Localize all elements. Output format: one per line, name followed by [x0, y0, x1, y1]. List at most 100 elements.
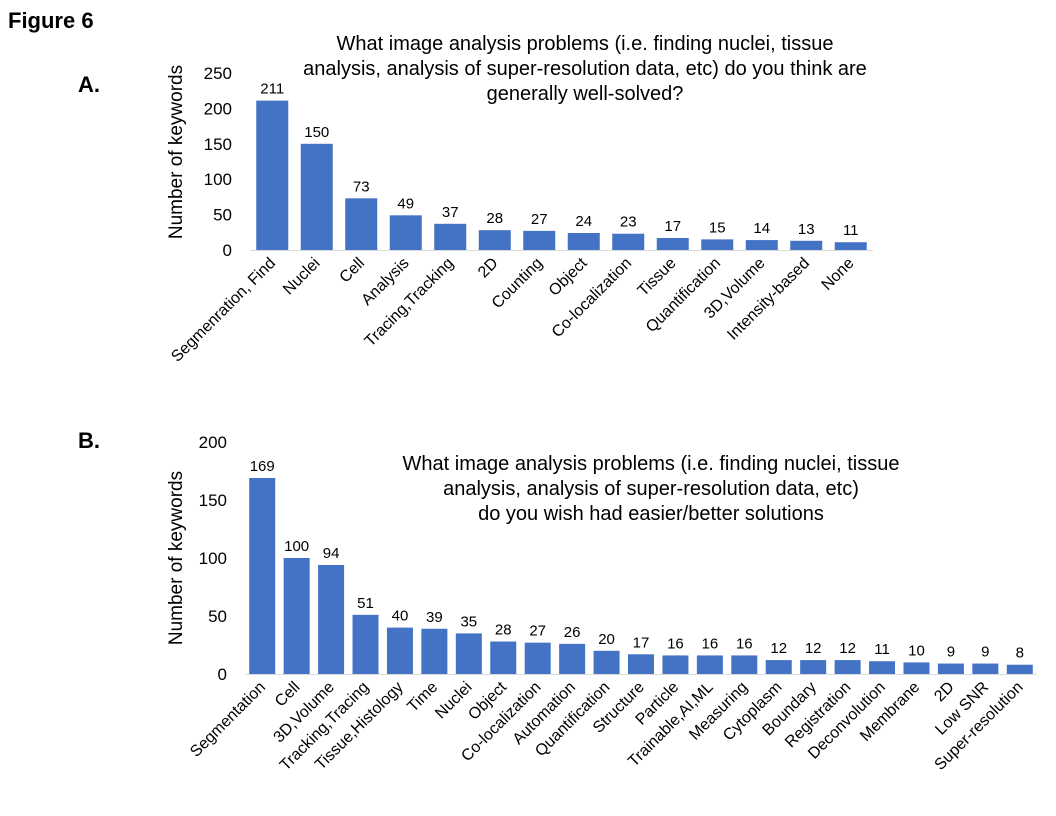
bar-b-11 [628, 654, 654, 674]
bar-b-7 [490, 641, 517, 674]
data-label: 15 [709, 219, 726, 236]
data-label: 23 [620, 214, 637, 231]
bar-a-0 [256, 100, 289, 250]
data-label: 20 [598, 631, 615, 648]
bar-a-8 [612, 233, 645, 250]
chart-title-line: analysis, analysis of super-resolution d… [443, 478, 859, 500]
bar-b-14 [731, 655, 758, 674]
figure-title: Figure 6 [8, 8, 94, 33]
data-label: 11 [843, 222, 859, 239]
data-label: 26 [564, 624, 581, 641]
bar-a-10 [701, 239, 734, 250]
data-label: 12 [805, 640, 822, 657]
bar-b-16 [800, 660, 827, 674]
bar-b-12 [662, 655, 689, 674]
bar-b-3 [352, 614, 379, 674]
bar-b-18 [869, 661, 896, 674]
chart-title-line: What image analysis problems (i.e. findi… [403, 453, 900, 475]
data-label: 51 [357, 595, 374, 612]
data-label: 27 [531, 211, 548, 228]
bar-b-10 [593, 650, 620, 674]
data-label: 11 [874, 641, 890, 658]
data-label: 27 [529, 623, 546, 640]
data-label: 12 [839, 640, 856, 657]
bar-b-15 [765, 660, 792, 674]
panel-label: B. [78, 428, 100, 453]
bar-b-5 [421, 628, 448, 674]
data-label: 28 [486, 210, 503, 227]
chart-title: What image analysis problems (i.e. findi… [303, 33, 867, 105]
bar-a-13 [834, 242, 867, 250]
panel-label: A. [78, 72, 100, 97]
bar-a-6 [523, 230, 556, 250]
bar-b-21 [972, 663, 999, 674]
bar-b-22 [1006, 664, 1033, 674]
data-label: 17 [633, 634, 650, 651]
data-label: 73 [353, 178, 370, 195]
data-label: 39 [426, 609, 443, 626]
y-tick-label: 0 [218, 665, 227, 684]
chart-title-line: do you wish had easier/better solutions [478, 503, 824, 525]
y-tick-label: 100 [199, 549, 227, 568]
y-tick-label: 100 [204, 170, 232, 189]
chart-title: What image analysis problems (i.e. findi… [403, 453, 900, 525]
category-label: None [819, 255, 858, 294]
data-label: 169 [250, 458, 275, 475]
y-tick-label: 150 [204, 135, 232, 154]
data-label: 40 [392, 608, 409, 625]
category-label: Intensity-based [724, 255, 813, 344]
category-label: 2D [931, 679, 957, 705]
category-label: Cell [337, 255, 369, 287]
bar-a-1 [300, 143, 333, 250]
data-label: 13 [798, 221, 815, 238]
y-tick-label: 200 [204, 99, 232, 118]
category-label: Segmentation [187, 679, 269, 761]
y-tick-label: 250 [204, 64, 232, 83]
bar-a-7 [567, 233, 600, 250]
chart-title-line: analysis, analysis of super-resolution d… [303, 58, 867, 80]
data-label: 100 [284, 538, 309, 555]
y-tick-label: 50 [208, 607, 227, 626]
y-axis-label: Number of keywords [166, 65, 187, 239]
data-label: 49 [397, 195, 414, 212]
bar-b-17 [834, 660, 861, 674]
category-label: 2D [475, 255, 501, 281]
chart-panel-b: B. What image analysis problems (i.e. fin… [78, 428, 1037, 774]
bar-a-11 [745, 240, 778, 250]
bar-a-4 [434, 223, 467, 250]
data-label: 16 [667, 635, 684, 652]
bar-b-13 [696, 655, 723, 674]
data-label: 10 [908, 642, 925, 659]
y-tick-label: 0 [223, 241, 232, 260]
bar-a-3 [389, 215, 422, 250]
y-tick-label: 150 [199, 491, 227, 510]
chart-panel-a: A. What image analysis problems (i.e. fin… [78, 33, 873, 366]
data-label: 14 [753, 220, 770, 237]
category-label: Nuclei [280, 255, 323, 298]
bar-b-2 [318, 564, 345, 674]
bar-b-4 [386, 627, 413, 674]
data-label: 16 [702, 635, 719, 652]
bar-b-8 [524, 642, 551, 674]
data-label: 211 [260, 81, 284, 98]
bar-b-9 [559, 643, 586, 674]
data-label: 17 [664, 218, 681, 235]
bar-a-5 [478, 230, 511, 250]
data-label: 9 [981, 644, 989, 661]
chart-title-line: What image analysis problems (i.e. findi… [337, 33, 834, 55]
y-tick-label: 50 [213, 206, 232, 225]
category-label: Segmenration, Find [168, 255, 279, 366]
bar-a-2 [345, 198, 378, 250]
data-label: 35 [460, 613, 477, 630]
data-label: 8 [1016, 645, 1024, 662]
data-label: 28 [495, 622, 512, 639]
bar-b-20 [937, 663, 964, 674]
bar-b-19 [903, 662, 930, 674]
data-label: 12 [770, 640, 787, 657]
category-label: Co-localization [549, 255, 635, 341]
data-label: 94 [323, 545, 340, 562]
data-label: 9 [947, 644, 955, 661]
y-tick-label: 200 [199, 433, 227, 452]
chart-title-line: generally well-solved? [487, 83, 684, 105]
